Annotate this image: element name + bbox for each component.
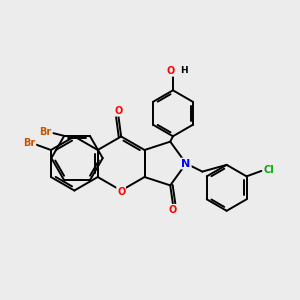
Text: O: O bbox=[117, 187, 125, 197]
Text: Br: Br bbox=[23, 138, 35, 148]
Text: H: H bbox=[181, 65, 188, 74]
Text: O: O bbox=[167, 66, 175, 76]
Text: N: N bbox=[182, 158, 191, 169]
Text: Br: Br bbox=[39, 127, 51, 137]
Text: Cl: Cl bbox=[263, 165, 274, 176]
Text: O: O bbox=[169, 205, 177, 215]
Text: O: O bbox=[114, 106, 123, 116]
